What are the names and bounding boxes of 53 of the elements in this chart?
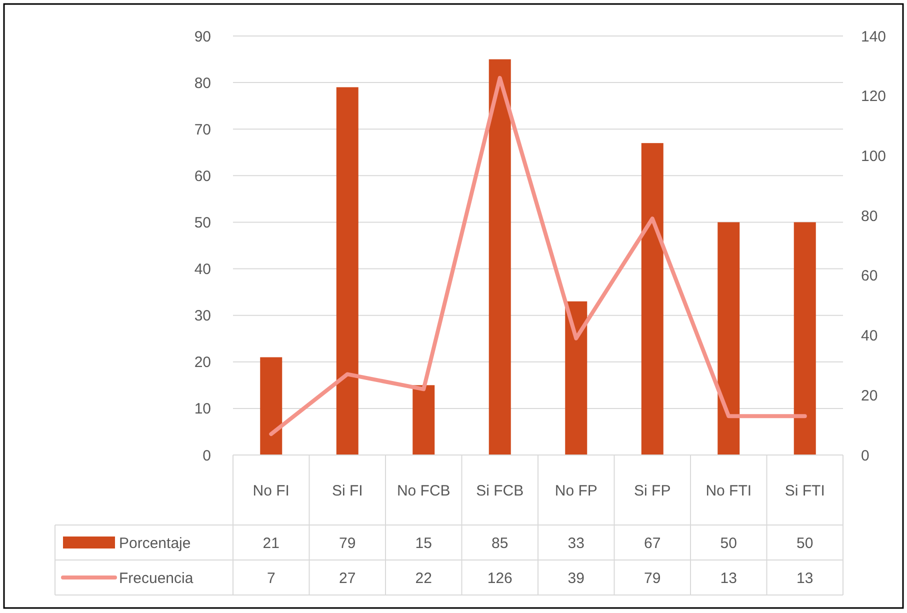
x-tick-label: Si FTI [784, 482, 825, 500]
data-label: 39 [568, 570, 584, 587]
x-tick-label: Si FI [332, 482, 363, 500]
y-tick-label: 30 [194, 308, 211, 325]
y2-tick-label: 100 [861, 148, 886, 165]
y-tick-label: 80 [194, 74, 211, 92]
bar [488, 59, 511, 455]
y-tick-label: 10 [194, 400, 211, 418]
y2-tick-label: 80 [861, 208, 878, 225]
y2-tick-label: 120 [861, 88, 886, 106]
data-label: 22 [415, 570, 432, 587]
bar [641, 143, 664, 455]
data-label: 13 [720, 570, 737, 587]
y-tick-label: 0 [202, 447, 211, 464]
legend-label: Frecuencia [119, 570, 194, 587]
data-label: 67 [644, 534, 661, 552]
data-label: 50 [796, 534, 814, 552]
y2-tick-label: 40 [861, 328, 878, 345]
x-tick-label: No FI [252, 482, 290, 500]
x-tick-label: Si FP [634, 482, 671, 500]
y2-tick-label: 140 [861, 28, 886, 46]
y-tick-label: 60 [194, 168, 211, 185]
y2-tick-label: 0 [861, 447, 870, 464]
bar [336, 87, 358, 455]
y-tick-label: 50 [194, 214, 211, 232]
bar [718, 222, 740, 455]
bar [794, 222, 816, 455]
line-series [269, 76, 807, 436]
y-tick-label: 20 [194, 354, 211, 372]
bar [565, 301, 588, 455]
data-label: 85 [492, 534, 508, 552]
legend-label: Porcentaje [119, 534, 191, 552]
data-label: 21 [262, 534, 280, 552]
y2-tick-label: 60 [861, 268, 878, 285]
x-tick-label: No FTI [706, 482, 752, 500]
data-label: 15 [415, 534, 432, 552]
x-tick-label: No FCB [396, 482, 450, 500]
bar [412, 385, 435, 455]
data-label: 126 [487, 570, 512, 587]
data-label: 7 [266, 570, 276, 587]
y-tick-label: 40 [194, 261, 211, 278]
data-label: 50 [720, 534, 737, 552]
y2-tick-label: 20 [861, 387, 878, 404]
data-label: 79 [644, 570, 661, 587]
data-label: 33 [568, 534, 584, 552]
data-label: 13 [796, 570, 814, 587]
y-tick-label: 70 [194, 121, 211, 138]
x-tick-label: Si FCB [476, 482, 524, 500]
data-label: 79 [339, 534, 356, 552]
x-tick-label: No FP [554, 482, 598, 500]
bar [260, 357, 282, 455]
y-tick-label: 90 [194, 28, 211, 46]
data-label: 27 [339, 570, 356, 587]
